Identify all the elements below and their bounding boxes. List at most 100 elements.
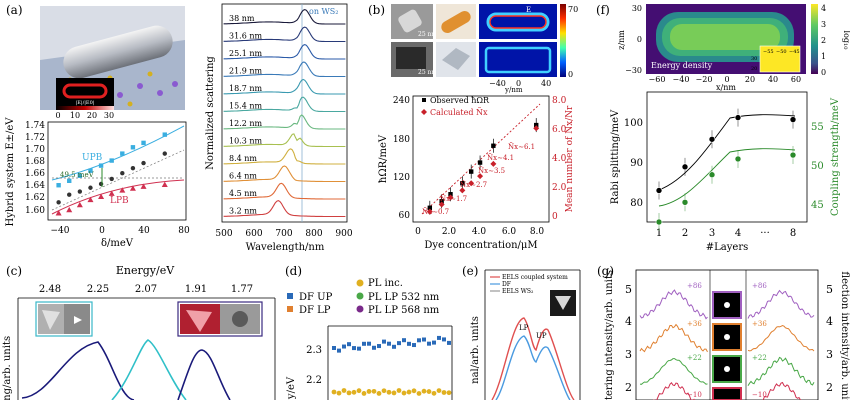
legend-marker-calculated bbox=[421, 109, 427, 115]
df-up-point bbox=[447, 340, 451, 345]
colorbar-tick: 1 bbox=[821, 52, 826, 61]
y-tick: 1.60 bbox=[25, 206, 45, 216]
upb-label: UPB bbox=[82, 153, 103, 163]
coupling-point bbox=[734, 155, 742, 163]
pl-inc-point bbox=[446, 390, 452, 396]
y-axis-label: ħΩR/meV bbox=[378, 134, 389, 183]
x-tick: 4 bbox=[735, 228, 741, 239]
df-up-point bbox=[407, 341, 411, 346]
y-axis-label: nal/arb. units bbox=[470, 316, 481, 384]
observed-point bbox=[460, 181, 465, 186]
peak-label: LP bbox=[519, 324, 529, 332]
x-tick: −60 bbox=[649, 75, 666, 84]
uncoupled-point bbox=[77, 189, 83, 194]
uncoupled-point bbox=[120, 171, 125, 176]
calculated-point bbox=[438, 201, 445, 208]
plot-frame bbox=[646, 91, 808, 223]
particle-thumbnails bbox=[712, 291, 742, 400]
intensity-trace bbox=[747, 324, 815, 352]
rabi-point bbox=[681, 163, 689, 171]
upb-point bbox=[88, 168, 93, 173]
uncoupled-point bbox=[88, 185, 93, 190]
pl-inc-point bbox=[366, 389, 372, 394]
coupling-point bbox=[655, 218, 663, 226]
nx-annotation: Ñx∼1.7 bbox=[440, 194, 467, 203]
pl-inc-point bbox=[406, 389, 412, 395]
y-tick: 1.72 bbox=[25, 133, 45, 143]
panel-a-illustration: |E|/|E0| bbox=[40, 6, 185, 110]
pl-inc-point bbox=[346, 390, 352, 396]
df-up-point bbox=[422, 337, 426, 342]
x-tick: 40 bbox=[541, 79, 551, 88]
df-up-point bbox=[362, 341, 366, 346]
lpb-point bbox=[119, 187, 126, 193]
x-tick: 20 bbox=[745, 75, 755, 84]
pl-inc-point bbox=[356, 388, 362, 394]
inset-cbar-tick: 10 bbox=[70, 111, 80, 120]
spectrum-trace bbox=[223, 9, 346, 25]
legend-calculated: Calculated Ñx bbox=[430, 108, 488, 117]
observed-point bbox=[477, 160, 483, 165]
x-tick: −20 bbox=[696, 75, 713, 84]
spectrum-label: 3.2 nm bbox=[229, 207, 257, 216]
observed-point bbox=[491, 143, 496, 148]
x-axis-label: y/nm bbox=[504, 86, 523, 94]
x-tick: 80 bbox=[178, 226, 190, 236]
spectrum-trace bbox=[223, 44, 346, 60]
df-up-point bbox=[332, 346, 336, 350]
x-tick: 0 bbox=[415, 227, 421, 237]
intensity-trace bbox=[747, 356, 815, 386]
y-tick-right: 0 bbox=[552, 212, 558, 222]
panel-d-legend: DF UP DF LP PL inc. PL LP 532 nm PL LP 5… bbox=[287, 278, 440, 316]
df-up-point bbox=[342, 344, 346, 349]
df-up-point bbox=[432, 340, 436, 345]
observed-point bbox=[427, 205, 433, 210]
legend-marker bbox=[287, 306, 293, 312]
x-tick: 0 bbox=[724, 75, 729, 84]
upb-point bbox=[130, 145, 136, 150]
x-tick: 6.0 bbox=[502, 227, 517, 237]
colorbar-label: log₁₀ bbox=[842, 31, 850, 50]
x-tick: 900 bbox=[335, 229, 352, 239]
y-tick: 80 bbox=[630, 198, 643, 209]
upb-point bbox=[162, 132, 167, 137]
intensity-trace bbox=[639, 358, 708, 385]
y-axis-label-right: Mean number of Nx/Nr bbox=[565, 105, 575, 212]
df-up-point bbox=[382, 339, 386, 344]
calculated-point bbox=[426, 208, 433, 215]
panel-c-label: (c) bbox=[6, 264, 22, 278]
peak-label: UP bbox=[536, 332, 547, 340]
pl-inc-point bbox=[401, 390, 407, 396]
df-curve bbox=[495, 335, 571, 400]
top-tick: 2.48 bbox=[39, 284, 61, 295]
pl-inc-point bbox=[431, 390, 437, 396]
uncoupled-line bbox=[51, 149, 185, 211]
panel-e-plot: EELS coupled system DF EELS WS₂ LP UP na… bbox=[470, 269, 581, 400]
pl-inc-point bbox=[371, 388, 377, 394]
y-tick-right: 3 bbox=[826, 348, 833, 361]
eels-coupled-curve bbox=[491, 317, 575, 400]
nx-annotation: Ñx∼6.1 bbox=[508, 142, 535, 151]
nx-annotation: Ñx∼4.1 bbox=[487, 153, 514, 162]
spectrum-trace bbox=[223, 165, 346, 183]
coupling-fit-curve bbox=[658, 148, 796, 207]
x-tick: 0 bbox=[516, 79, 521, 88]
rabi-point bbox=[708, 135, 716, 143]
top-axis-label: Energy/eV bbox=[116, 264, 175, 277]
df-up-point bbox=[347, 342, 351, 347]
pl-inc-point bbox=[426, 389, 432, 394]
y-tick: 1.74 bbox=[25, 121, 45, 131]
intensity-trace bbox=[747, 289, 815, 319]
y-axis-label: z/nm bbox=[617, 30, 626, 50]
spectrum-curve bbox=[111, 339, 187, 400]
offset-label: +22 bbox=[687, 354, 702, 362]
x-axis-label: #Layers bbox=[706, 242, 748, 253]
legend-marker bbox=[356, 292, 364, 300]
x-axis-label: x/nm bbox=[716, 83, 736, 92]
panel-b-label: (b) bbox=[368, 3, 385, 17]
y-tick-right: 45 bbox=[811, 200, 824, 211]
y-axis-label: Normalized scattering bbox=[205, 56, 216, 170]
colorbar-tick: 4 bbox=[821, 4, 826, 13]
pl-inc-point bbox=[331, 389, 337, 395]
